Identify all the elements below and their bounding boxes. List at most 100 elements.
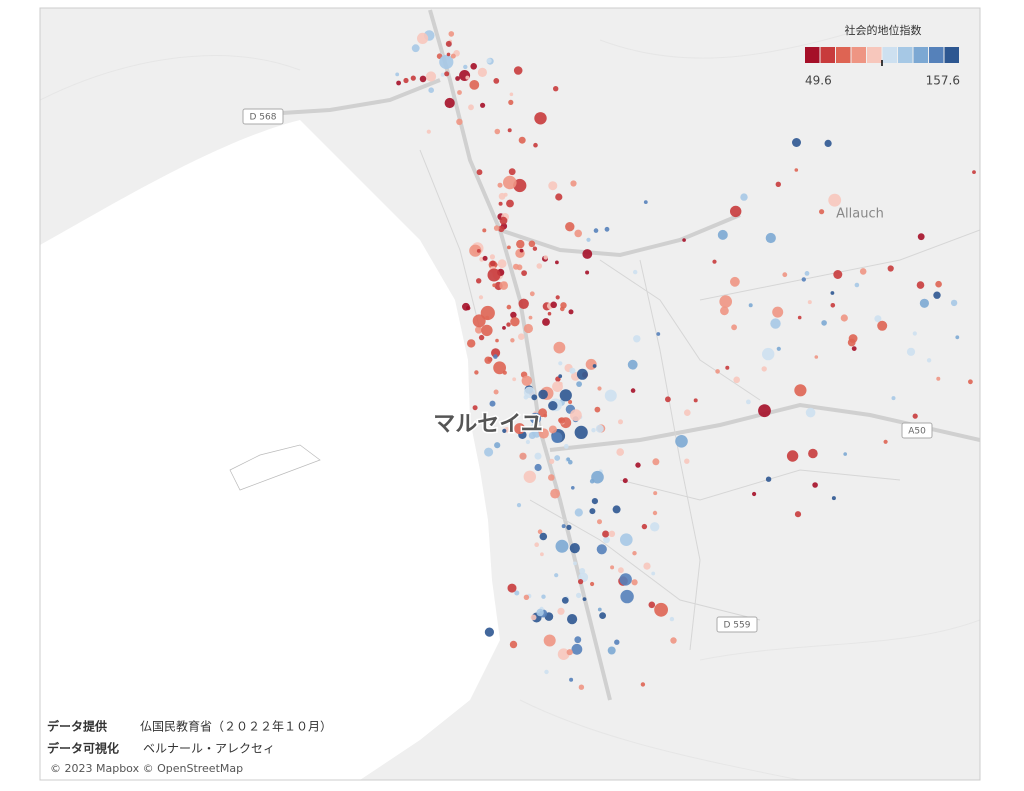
school-dot: [804, 271, 810, 276]
school-dot: [476, 249, 481, 253]
school-dot: [507, 245, 511, 250]
school-dot: [493, 78, 500, 84]
school-dot: [843, 452, 847, 456]
school-dot: [568, 459, 573, 465]
school-dot: [469, 80, 480, 90]
school-dot: [936, 376, 941, 381]
school-dot: [528, 240, 536, 248]
school-dot: [510, 338, 515, 343]
school-dot: [887, 265, 894, 272]
school-dot: [456, 118, 463, 126]
school-dot: [410, 75, 416, 81]
school-dot: [548, 401, 558, 411]
legend-swatch: [882, 47, 897, 63]
school-dot: [419, 75, 427, 83]
school-dot: [765, 476, 772, 482]
school-dot: [498, 225, 505, 233]
islands: [229, 444, 321, 491]
school-dot: [740, 193, 748, 201]
school-dot: [478, 295, 484, 300]
school-dot: [746, 399, 751, 405]
school-dot: [752, 491, 757, 497]
school-dot: [555, 539, 569, 553]
school-dot: [493, 361, 506, 375]
school-dot: [484, 627, 494, 637]
school-dot: [573, 561, 577, 566]
school-dot: [396, 80, 401, 86]
school-dot: [968, 379, 973, 385]
school-dot: [590, 581, 595, 587]
school-dot: [534, 452, 542, 460]
school-dot: [493, 389, 499, 395]
school-dot: [472, 405, 478, 411]
school-dot: [684, 409, 691, 417]
legend-swatch: [851, 47, 866, 63]
school-dot: [833, 270, 843, 279]
school-dot: [772, 306, 784, 318]
school-dot: [554, 455, 561, 461]
school-dot: [597, 519, 602, 525]
school-dot: [484, 356, 492, 364]
school-dot: [582, 249, 593, 259]
legend-swatch: [929, 47, 944, 63]
school-dot: [525, 439, 531, 445]
copyright: © 2023 Mapbox © OpenStreetMap: [50, 762, 243, 775]
road-label-text: A50: [908, 427, 926, 437]
school-dot: [669, 616, 675, 622]
school-dot: [782, 272, 788, 278]
school-dot: [519, 452, 527, 460]
school-dot: [758, 404, 771, 418]
school-dot: [493, 354, 498, 359]
school-dot: [463, 64, 468, 70]
road-label-text: D 568: [250, 113, 277, 123]
school-dot: [555, 260, 559, 265]
school-dot: [604, 389, 617, 402]
school-dot: [523, 470, 536, 483]
school-dot: [403, 77, 409, 84]
credit-text: 仏国民教育省（２０２２年１０月）: [140, 719, 332, 734]
school-dot: [497, 182, 503, 188]
school-dot: [475, 326, 483, 334]
school-dot: [597, 386, 602, 391]
school-dot: [493, 225, 500, 231]
school-dot: [509, 640, 518, 649]
school-dot: [807, 300, 812, 305]
school-dot: [534, 112, 547, 125]
school-dot: [534, 542, 539, 547]
school-dot: [831, 496, 836, 501]
school-dot: [519, 248, 524, 253]
school-dot: [518, 298, 529, 309]
school-dot: [618, 419, 623, 425]
school-dot: [529, 412, 542, 424]
school-dot: [631, 579, 638, 586]
school-dot: [507, 583, 517, 593]
school-dot: [933, 291, 941, 299]
school-dot: [797, 315, 802, 320]
school-dot: [551, 432, 563, 443]
school-dot: [591, 498, 599, 505]
school-dot: [411, 44, 420, 53]
school-dot: [576, 368, 588, 380]
school-dot: [859, 268, 867, 275]
school-dot: [712, 259, 717, 264]
school-dot: [537, 529, 543, 534]
school-dot: [489, 260, 496, 267]
school-dot: [509, 92, 514, 97]
legend-swatch: [944, 47, 959, 63]
school-dot: [972, 170, 976, 175]
school-dot: [595, 424, 604, 433]
school-dot: [532, 246, 538, 251]
school-dot: [521, 375, 532, 386]
school-dot: [812, 482, 818, 488]
school-dot: [482, 255, 488, 261]
school-dot: [635, 462, 641, 468]
school-dot: [518, 136, 526, 144]
school-dot: [610, 565, 615, 570]
school-dot: [549, 458, 555, 464]
school-dot: [633, 269, 638, 275]
school-dot: [652, 510, 658, 516]
school-dot: [558, 361, 563, 366]
school-dot: [586, 237, 591, 242]
school-dot: [445, 40, 452, 47]
